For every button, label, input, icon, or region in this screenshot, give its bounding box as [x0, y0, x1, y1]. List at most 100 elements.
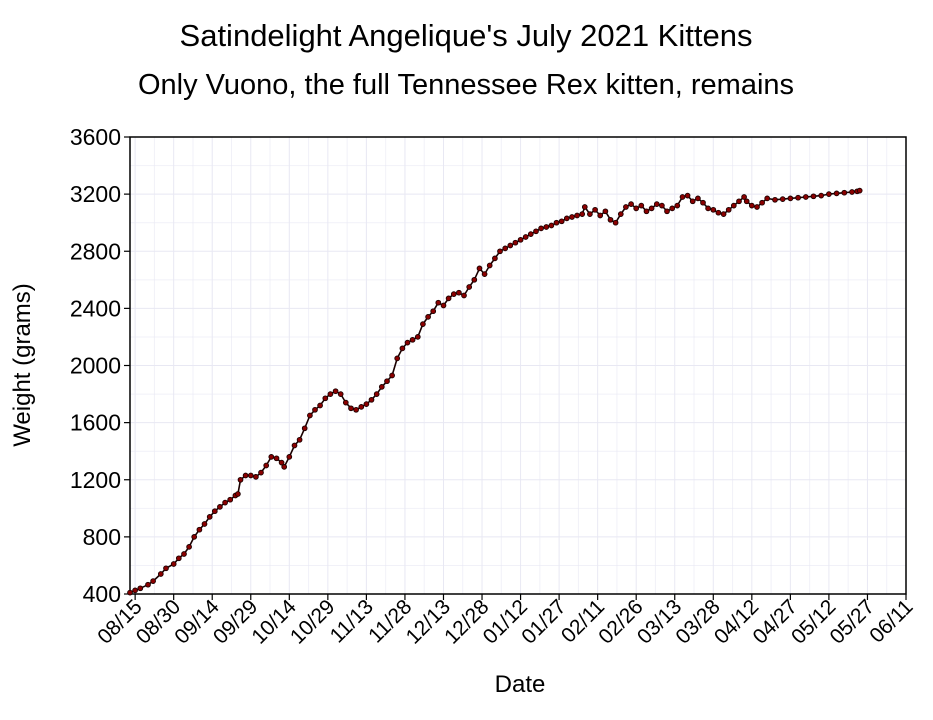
- data-point: [186, 544, 192, 550]
- data-point: [196, 526, 203, 533]
- data-point: [548, 222, 555, 229]
- data-point: [273, 455, 280, 462]
- data-point: [481, 271, 488, 277]
- data-point: [633, 205, 640, 212]
- data-point: [715, 209, 722, 216]
- y-tick-label: 1600: [70, 410, 121, 436]
- data-point: [237, 476, 244, 483]
- data-point: [705, 205, 711, 212]
- data-point: [425, 314, 431, 320]
- data-point: [435, 299, 442, 306]
- data-point: [674, 202, 681, 209]
- data-point: [394, 355, 401, 362]
- data-point: [507, 242, 514, 249]
- data-point: [456, 289, 462, 296]
- data-point: [389, 372, 395, 379]
- data-point: [358, 404, 365, 410]
- data-point: [607, 216, 614, 223]
- data-point: [181, 551, 187, 557]
- data-point: [348, 405, 354, 412]
- data-point: [322, 395, 329, 402]
- data-point: [170, 561, 177, 567]
- y-tick-label: 400: [83, 581, 121, 607]
- data-point: [522, 234, 529, 240]
- x-tick-label: 01/27: [517, 595, 570, 648]
- data-point: [317, 402, 323, 409]
- data-point: [258, 469, 264, 476]
- data-point: [296, 436, 303, 443]
- data-point: [533, 228, 539, 235]
- data-point: [736, 198, 742, 205]
- data-point: [787, 195, 794, 202]
- data-point: [235, 491, 241, 497]
- data-point: [414, 334, 421, 340]
- data-point: [384, 378, 390, 385]
- data-point: [163, 565, 169, 572]
- data-point: [409, 336, 416, 343]
- data-point: [574, 212, 580, 219]
- data-point: [497, 248, 503, 255]
- data-point: [856, 187, 863, 194]
- data-point: [779, 196, 786, 202]
- data-point: [579, 211, 586, 217]
- data-point: [802, 194, 809, 200]
- data-point: [833, 190, 840, 197]
- data-point: [597, 212, 604, 219]
- y-axis-ticks: 400 800 1200 1600 2000 2400 2800 3200 3600: [70, 124, 130, 607]
- data-point: [628, 201, 634, 207]
- data-point: [748, 202, 755, 209]
- data-point: [450, 291, 457, 297]
- data-point: [291, 442, 298, 449]
- data-point: [201, 521, 208, 527]
- data-point: [659, 202, 665, 209]
- data-point: [638, 202, 645, 209]
- data-point: [145, 581, 151, 588]
- data-point: [679, 194, 686, 200]
- weight-series: [127, 187, 863, 596]
- data-point: [720, 211, 727, 217]
- y-tick-label: 2000: [70, 353, 121, 379]
- data-point: [461, 292, 467, 299]
- data-point: [127, 589, 133, 596]
- data-point: [445, 295, 452, 302]
- data-point: [725, 206, 732, 213]
- data-point: [312, 406, 318, 413]
- data-point: [217, 504, 223, 510]
- data-point: [471, 276, 478, 283]
- data-point: [669, 205, 676, 212]
- data-point: [206, 514, 213, 520]
- data-point: [363, 401, 370, 407]
- data-point: [538, 225, 544, 232]
- data-point: [286, 454, 293, 460]
- data-point: [227, 496, 234, 503]
- data-point: [558, 218, 565, 225]
- data-point: [743, 198, 750, 205]
- data-point: [587, 211, 593, 217]
- data-point: [754, 204, 760, 210]
- data-point: [730, 202, 737, 209]
- data-point: [764, 195, 771, 202]
- data-point: [759, 199, 765, 206]
- y-axis-label: Weight (grams): [9, 283, 36, 447]
- data-point: [569, 214, 575, 220]
- data-point: [643, 208, 650, 215]
- y-tick-label: 2800: [70, 238, 121, 264]
- data-point: [581, 204, 588, 210]
- data-point: [466, 284, 473, 290]
- data-point: [150, 578, 156, 584]
- data-point: [664, 208, 670, 215]
- data-point: [486, 262, 493, 269]
- data-point: [191, 534, 198, 540]
- data-point: [612, 219, 619, 226]
- data-point: [281, 464, 288, 470]
- data-point: [337, 391, 344, 397]
- data-point: [242, 472, 249, 479]
- y-tick-label: 3200: [70, 181, 121, 207]
- data-point: [211, 508, 218, 515]
- data-point: [253, 474, 259, 480]
- data-point: [818, 192, 825, 199]
- data-point: [648, 205, 655, 212]
- data-point: [602, 208, 609, 215]
- data-point: [710, 206, 717, 213]
